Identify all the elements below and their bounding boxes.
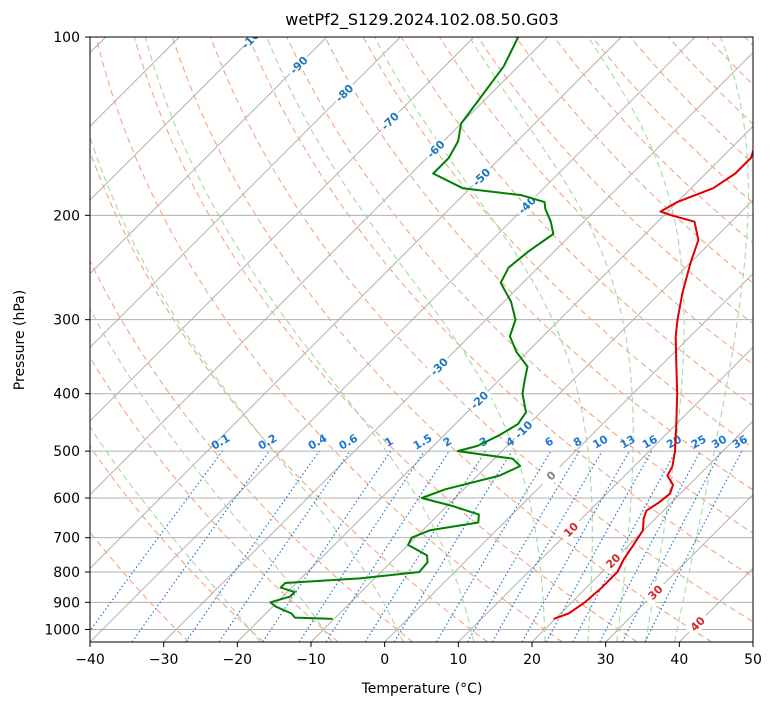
- x-axis-label: Temperature (°C): [361, 681, 483, 697]
- x-tick-label: −10: [296, 652, 326, 668]
- moist-adiabat-lines: [90, 37, 749, 642]
- mixing-ratio-line: [644, 450, 743, 642]
- isotherm-label-bg: [467, 163, 495, 191]
- isotherm-label-bg: [330, 79, 358, 107]
- isotherm-label-bg: [641, 578, 669, 606]
- mixing-ratio-line: [131, 450, 270, 642]
- dewpoint-trace: [269, 37, 555, 620]
- x-tick-label: −30: [149, 652, 179, 668]
- dry-adiabat: [171, 37, 712, 642]
- isotherm-label-bg: [425, 353, 453, 381]
- y-tick-label: 400: [53, 387, 80, 403]
- mixing-ratio-line: [325, 450, 450, 642]
- y-tick-label: 300: [53, 313, 80, 329]
- isotherm-label-bg: [599, 547, 627, 575]
- mixing-ratio-line: [218, 450, 351, 642]
- x-tick-label: 40: [670, 652, 688, 668]
- dry-adiabat: [324, 37, 753, 491]
- dry-adiabat-lines: [90, 37, 753, 642]
- y-tick-label: 600: [53, 491, 80, 507]
- moist-adiabat: [266, 37, 546, 642]
- isotherm-line: [90, 37, 475, 422]
- chart-title: wetPf2_S129.2024.102.08.50.G03: [285, 10, 559, 30]
- moist-adiabat: [374, 37, 593, 642]
- isotherm-label-bg: [537, 462, 565, 490]
- isotherm-label-bg: [422, 135, 450, 163]
- isotherm-line: [90, 37, 548, 496]
- isotherm-line: [163, 52, 753, 642]
- moist-adiabat: [90, 135, 404, 642]
- mixing-ratio-line: [185, 450, 320, 642]
- x-tick-label: 30: [597, 652, 615, 668]
- mixing-ratio-line: [521, 450, 631, 642]
- isotherm-lines: [90, 37, 753, 642]
- dry-adiabat: [90, 356, 339, 642]
- mixing-ratio-line: [262, 450, 392, 642]
- x-tick-label: 50: [744, 652, 762, 668]
- plot-frame: [89, 36, 754, 643]
- x-tick-label: 20: [523, 652, 541, 668]
- x-axis: −40 −30 −20 −10 0 10 20 30 40 50: [75, 642, 762, 668]
- isotherm-line: [384, 273, 753, 642]
- x-tick-label: −20: [223, 652, 253, 668]
- isotherm-line: [90, 37, 254, 201]
- isotherm-line: [90, 37, 401, 348]
- moist-adiabat: [90, 307, 333, 642]
- moist-adiabat: [144, 37, 475, 642]
- isotherm-line: [531, 420, 753, 642]
- isotherm-line: [458, 346, 753, 642]
- y-tick-label: 700: [53, 531, 80, 547]
- isotherm-label-bg: [465, 386, 493, 414]
- mixing-ratio-line: [393, 450, 513, 642]
- dry-adiabat: [515, 37, 753, 284]
- plot-area: -100-90-80-70-60-50-40-30-20-10010203040…: [90, 37, 753, 642]
- temperature-trace: [553, 148, 753, 620]
- isotherm-line: [237, 125, 753, 642]
- mixing-ratio-line: [90, 450, 223, 632]
- isotherm-line: [90, 37, 622, 569]
- isotherm-label-bg: [509, 416, 537, 444]
- isotherm-label-bg: [684, 610, 711, 638]
- y-axis: 100 200 300 400 500 600 700 800 900 1000: [44, 30, 90, 638]
- isotherm-line: [605, 494, 753, 642]
- isotherm-label-bg: [239, 37, 267, 51]
- y-tick-label: 500: [53, 444, 80, 460]
- isotherm-line: [90, 37, 327, 275]
- mixing-ratio-line: [545, 450, 653, 642]
- dry-adiabat: [133, 37, 638, 642]
- dry-adiabat: [286, 37, 753, 534]
- dry-adiabat: [90, 259, 414, 642]
- moist-adiabat: [674, 37, 749, 642]
- isotherm-label-bg: [285, 51, 313, 79]
- y-axis-label: Pressure (hPa): [12, 290, 28, 390]
- isotherm-label-bg: [376, 107, 404, 135]
- dry-adiabat: [248, 37, 753, 578]
- y-tick-label: 800: [53, 565, 80, 581]
- isotherm-line: [90, 37, 696, 642]
- sounding-traces: [269, 37, 753, 620]
- dry-adiabat: [209, 37, 753, 623]
- dry-adiabat: [95, 37, 563, 642]
- x-tick-label: 10: [449, 652, 467, 668]
- dry-adiabat: [90, 445, 264, 642]
- y-tick-label: 200: [53, 208, 80, 224]
- y-tick-label: 100: [53, 30, 80, 46]
- y-tick-label: 1000: [44, 622, 80, 638]
- y-tick-label: 900: [53, 595, 80, 611]
- x-tick-label: 0: [380, 652, 389, 668]
- isotherm-label-bg: [557, 516, 585, 543]
- moist-adiabat: [90, 426, 261, 642]
- x-tick-label: −40: [75, 652, 105, 668]
